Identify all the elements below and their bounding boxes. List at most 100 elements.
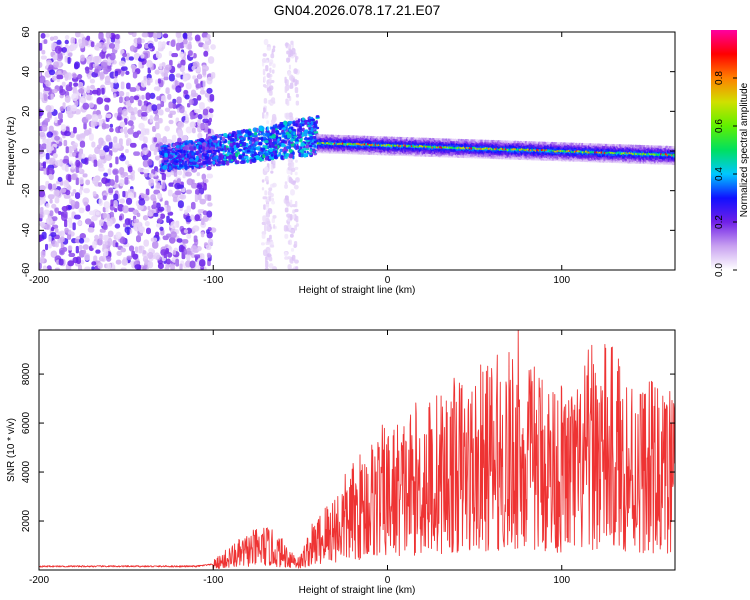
heatmap-cell — [238, 130, 242, 135]
heatmap-cell — [253, 148, 257, 151]
heatmap-cell — [293, 240, 298, 248]
heatmap-cell — [54, 135, 60, 141]
heatmap-cell — [205, 244, 212, 251]
heatmap-cell — [177, 170, 183, 176]
heatmap-cell — [103, 172, 108, 177]
heatmap-cell — [143, 239, 149, 247]
heatmap-cell — [148, 178, 154, 187]
heatmap-cell — [270, 160, 274, 165]
heatmap-cell — [44, 94, 48, 101]
heatmap-cell — [147, 251, 154, 259]
heatmap-cell — [91, 215, 98, 221]
heatmap-cell — [67, 245, 73, 251]
heatmap-cell — [286, 99, 290, 106]
heatmap-cell — [100, 62, 108, 70]
heatmap-cell — [232, 142, 237, 146]
heatmap-cell — [189, 260, 196, 269]
heatmap-cell — [85, 114, 93, 120]
heatmap-cell — [48, 183, 53, 190]
heatmap-cell — [295, 159, 298, 163]
heatmap-cell — [202, 108, 209, 116]
heatmap-cell — [98, 182, 102, 187]
heatmap-cell — [179, 41, 185, 49]
heatmap-cell — [413, 137, 416, 140]
heatmap-cell — [136, 212, 141, 218]
heatmap-cell — [198, 164, 201, 169]
heatmap-cell — [59, 106, 64, 112]
heatmap-cell — [126, 137, 132, 146]
heatmap-cell — [178, 158, 182, 163]
heatmap-cell — [229, 138, 235, 142]
heatmap-cell — [122, 190, 126, 198]
heatmap-cell — [271, 217, 276, 224]
heatmap-cell — [96, 42, 102, 48]
heatmap-cell — [147, 261, 154, 269]
heatmap-cell — [263, 75, 266, 82]
heatmap-cell — [181, 161, 185, 166]
heatmap-cell — [315, 115, 320, 118]
heatmap-cell — [182, 32, 188, 39]
heatmap-cell — [269, 244, 275, 248]
heatmap-cell — [172, 143, 176, 148]
heatmap-cell — [106, 263, 112, 270]
heatmap-cell — [47, 111, 52, 119]
heatmap-cell — [223, 133, 228, 138]
heatmap-cell — [79, 33, 85, 38]
heatmap-cell — [172, 250, 177, 255]
heatmap-cell — [287, 264, 292, 270]
heatmap-cell — [115, 143, 121, 149]
heatmap-cell — [49, 36, 55, 41]
heatmap-cell — [268, 147, 274, 153]
heatmap-cell — [125, 96, 130, 102]
heatmap-cell — [120, 69, 125, 77]
heatmap-cell — [206, 76, 213, 85]
heatmap-cell — [175, 85, 182, 93]
heatmap-cell — [63, 139, 68, 147]
heatmap-cell — [295, 177, 300, 183]
heatmap-cell — [105, 134, 112, 142]
heatmap-cell — [67, 52, 73, 57]
heatmap-cell — [115, 33, 120, 40]
heatmap-cell — [148, 43, 154, 49]
heatmap-cell — [195, 150, 200, 154]
heatmap-cell — [246, 159, 249, 164]
heatmap-cell — [70, 173, 77, 181]
heatmap-cell — [174, 151, 178, 155]
heatmap-cell — [263, 107, 266, 113]
heatmap-cell — [284, 195, 289, 201]
heatmap-cell — [269, 223, 272, 228]
heatmap-cell — [147, 32, 154, 38]
heatmap-cell — [267, 208, 273, 215]
heatmap-cell — [70, 163, 75, 170]
heatmap-cell — [284, 251, 288, 257]
heatmap-cell — [295, 100, 300, 106]
heatmap-cell — [84, 253, 90, 261]
heatmap-cell — [161, 41, 166, 47]
heatmap-cell — [41, 124, 48, 132]
heatmap-cell — [136, 235, 142, 243]
heatmap-cell — [114, 70, 118, 77]
heatmap-cell — [284, 76, 287, 84]
heatmap-cell — [170, 39, 176, 48]
heatmap-cell — [64, 55, 69, 63]
heatmap-cell — [52, 183, 56, 191]
heatmap-cell — [308, 152, 312, 155]
heatmap-cell — [148, 173, 155, 179]
heatmap-cell — [193, 235, 198, 243]
heatmap-cell — [301, 124, 305, 127]
heatmap-cell — [308, 144, 313, 148]
heatmap-cell — [268, 196, 272, 202]
heatmap-cell — [42, 161, 47, 169]
heatmap-cell — [126, 227, 130, 236]
heatmap-cell — [208, 108, 214, 114]
heatmap-cell — [164, 64, 172, 71]
heatmap-cell — [268, 256, 273, 262]
heatmap-cell — [266, 253, 272, 258]
heatmap-cell — [56, 74, 64, 80]
heatmap-cell — [70, 104, 78, 112]
heatmap-cell — [174, 80, 178, 87]
heatmap-cell — [39, 131, 46, 138]
heatmap-cell — [167, 151, 171, 154]
heatmap-cell — [39, 61, 43, 68]
heatmap-cell — [166, 258, 171, 265]
